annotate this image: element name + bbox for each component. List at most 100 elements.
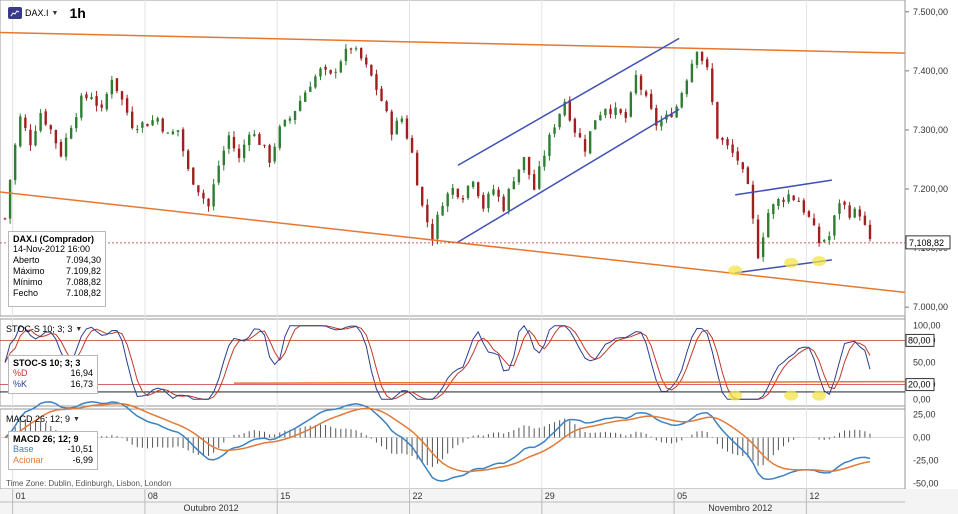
candle-body (197, 185, 200, 193)
timezone-text: Time Zone: Dublin, Edinburgh, Lisbon, Lo… (6, 479, 172, 488)
candle-body (543, 155, 546, 167)
chevron-down-icon[interactable]: ▼ (51, 9, 59, 17)
candle-body (248, 134, 251, 146)
candle-body (817, 226, 821, 244)
candle-body (685, 80, 689, 95)
candle-body (242, 144, 246, 159)
wedge-upper (735, 179, 832, 196)
candle-body (772, 204, 775, 215)
ohlc-info-box: DAX.I (Comprador) 14-Nov-2012 16:00 Aber… (8, 231, 106, 307)
info-row-close: Fecho 7.108,82 (13, 288, 101, 299)
candle-body (324, 66, 327, 70)
candle-body (202, 192, 205, 199)
candle-body (34, 131, 37, 146)
macd-base-line (4, 400, 871, 482)
label: Base (13, 444, 34, 454)
value: -10,51 (67, 444, 93, 454)
macd-header[interactable]: MACD 26; 12; 9 ▼ (6, 414, 80, 424)
candle-body (471, 181, 475, 188)
candle-body (90, 97, 93, 100)
candle-body (553, 127, 556, 134)
candle-body (365, 57, 368, 65)
candle-body (670, 113, 673, 118)
candle-body (54, 129, 58, 144)
candle-body (690, 63, 694, 82)
candle-body (319, 68, 322, 77)
candle-body (375, 74, 378, 90)
candle-body (446, 193, 449, 207)
chevron-down-icon[interactable]: ▼ (75, 325, 83, 333)
candle-body (227, 135, 231, 149)
candle-body (863, 215, 867, 225)
candle-body (273, 146, 276, 162)
candle-body (746, 167, 750, 184)
stoch-highlight-marker (812, 390, 827, 401)
stoch-badge (905, 378, 935, 392)
candle-body (314, 76, 317, 88)
candle-body (80, 95, 83, 118)
macd-header-label[interactable]: MACD 26; 12; 9 (6, 414, 71, 424)
value: 16,94 (70, 368, 93, 378)
candle-body (105, 93, 108, 110)
stoch-d-line (4, 325, 871, 400)
y-tick-label: 7.300,00 (913, 125, 948, 135)
candle-body (268, 145, 271, 163)
candle-body (660, 120, 663, 127)
candle-body (171, 131, 175, 135)
label: %D (13, 368, 28, 378)
stoch-badge (905, 333, 935, 347)
candle-body (426, 204, 429, 223)
candle-body (599, 115, 602, 121)
chart-symbol-icon[interactable] (8, 7, 22, 19)
candle-body (258, 134, 261, 145)
candle-body (186, 150, 190, 169)
candle-body (848, 205, 851, 218)
x-month-label: Outubro 2012 (184, 503, 239, 513)
candle-body (370, 64, 373, 76)
candle-body (451, 187, 454, 195)
candle-body (833, 215, 836, 236)
candle-body (395, 120, 398, 135)
candle-body (380, 88, 383, 101)
candle-body (588, 131, 592, 154)
stoch-y-tick-label: 100,00 (913, 321, 941, 331)
stoch-badge-text: 80,00 (908, 335, 931, 345)
value: 16,73 (70, 379, 93, 389)
macd-info-box: MACD 26; 12; 9 Base -10,51 Acionar -6,99 (8, 431, 98, 470)
candle-body (207, 198, 210, 207)
low-highlight-marker (784, 257, 799, 268)
candle-body (843, 201, 846, 205)
symbol-header[interactable]: DAX.I ▼ 1h (8, 5, 86, 21)
candle-body (792, 195, 795, 201)
candle-body (736, 151, 739, 161)
price-panel[interactable] (0, 0, 906, 317)
trendline-upper (0, 31, 906, 54)
candle-body (507, 188, 510, 211)
candle-body (3, 218, 7, 220)
candle-body (477, 182, 480, 197)
candle-body (385, 101, 388, 112)
candle-body (217, 165, 220, 183)
stoch-header-label[interactable]: STOC-S 10; 3; 3 (6, 324, 73, 334)
candle-body (441, 205, 444, 216)
interval-label[interactable]: 1h (69, 5, 86, 21)
candle-body (166, 132, 170, 134)
candle-body (838, 203, 841, 214)
stoch-header[interactable]: STOC-S 10; 3; 3 ▼ (6, 324, 82, 334)
candle-body (110, 79, 114, 95)
candle-body (527, 156, 531, 175)
value: 7.094,30 (65, 255, 101, 265)
candle-body (359, 48, 363, 59)
chevron-down-icon[interactable]: ▼ (73, 415, 80, 423)
candle-body (141, 122, 144, 128)
symbol-label[interactable]: DAX.I (25, 8, 49, 18)
candle-body (802, 200, 806, 213)
candle-body (131, 111, 134, 129)
candle-body (100, 104, 103, 108)
candle-body (604, 108, 607, 116)
info-date-row: 14-Nov-2012 16:00 (13, 244, 101, 255)
macd-box-title: MACD 26; 12; 9 (13, 434, 79, 444)
candle-body (334, 71, 337, 73)
